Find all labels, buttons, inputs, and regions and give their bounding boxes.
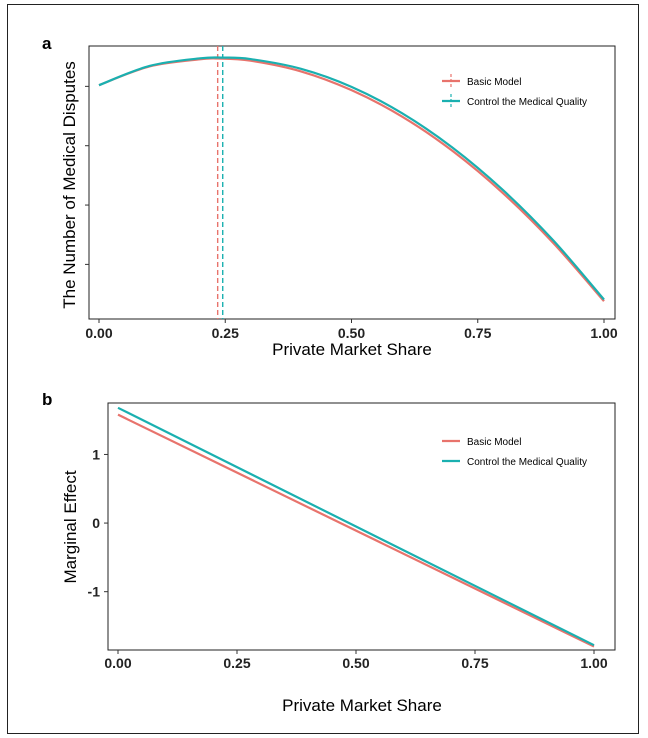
figure: a 0.00 0.25 0.50 0.75 1.00 Private Market Sh… (7, 4, 639, 734)
legend-label: Control the Medical Quality (467, 457, 587, 468)
panel-b-marks: 0.00 0.25 0.50 0.75 1.00 1 0 -1 (88, 406, 608, 671)
panel-a-legend: Basic Model Control the Medical Quality (442, 74, 587, 108)
x-tick-label: 0.00 (104, 655, 131, 671)
y-tick-label: -1 (88, 584, 101, 600)
x-tick-label: 0.50 (342, 655, 369, 671)
series-line-basic-model (117, 413, 595, 648)
panel-b-plot-area (107, 402, 616, 651)
x-tick-label: 1.00 (590, 325, 617, 341)
series-line-control-the-medical-quality (117, 406, 595, 647)
chart-canvas: a 0.00 0.25 0.50 0.75 1.00 Private Market Sh… (42, 34, 618, 715)
series-line-basic-model (98, 57, 605, 302)
x-tick-label: 0.25 (223, 655, 250, 671)
panel-b-legend: Basic Model Control the Medical Quality (442, 437, 587, 468)
y-tick-label: 0 (92, 515, 100, 531)
legend-label: Control the Medical Quality (467, 97, 587, 108)
panel-b-y-axis-title: Marginal Effect (61, 470, 80, 583)
x-tick-label: 0.75 (464, 325, 491, 341)
y-tick-label: 1 (92, 446, 100, 462)
legend-label: Basic Model (467, 437, 521, 448)
panel-b-x-axis-title: Private Market Share (282, 696, 442, 715)
x-tick-label: 0.75 (461, 655, 488, 671)
panel-b-label: b (42, 390, 52, 409)
x-tick-label: 0.50 (338, 325, 365, 341)
x-tick-label: 1.00 (580, 655, 607, 671)
panel-a-x-axis-title: Private Market Share (272, 340, 432, 359)
legend-label: Basic Model (467, 77, 521, 88)
panel-b: b 0.00 0.25 0.50 0.75 1.00 1 0 -1 Private Marke… (42, 390, 616, 715)
x-tick-label: 0.00 (85, 325, 112, 341)
panel-a: a 0.00 0.25 0.50 0.75 1.00 Private Market Sh… (42, 34, 618, 359)
x-tick-label: 0.25 (212, 325, 239, 341)
panel-a-y-axis-title: The Number of Medical Disputes (60, 61, 79, 309)
series-line-control-the-medical-quality (98, 56, 605, 301)
panel-a-label: a (42, 34, 52, 53)
panel-a-marks: 0.00 0.25 0.50 0.75 1.00 (85, 46, 618, 341)
